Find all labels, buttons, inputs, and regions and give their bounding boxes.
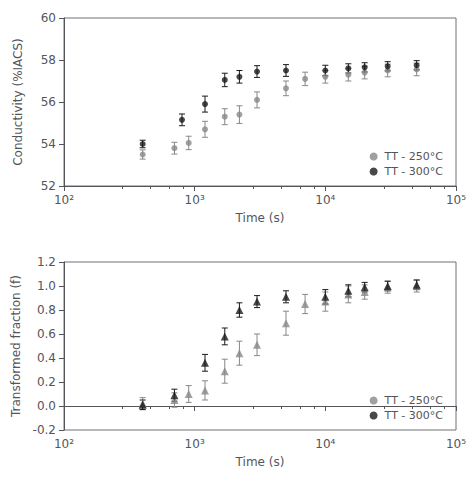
svg-text:10⁵: 10⁵ [446, 437, 466, 451]
svg-text:10³: 10³ [185, 437, 205, 451]
svg-text:56: 56 [41, 95, 56, 109]
svg-text:TT - 300°C: TT - 300°C [384, 409, 444, 422]
svg-text:0.6: 0.6 [37, 327, 56, 341]
svg-text:TT - 250°C: TT - 250°C [384, 150, 444, 163]
svg-text:10²: 10² [54, 193, 74, 207]
svg-text:0.4: 0.4 [37, 351, 56, 365]
svg-text:10⁴: 10⁴ [315, 437, 335, 451]
svg-text:-0.2: -0.2 [33, 423, 56, 437]
svg-text:Transformed fraction (f): Transformed fraction (f) [9, 275, 23, 418]
svg-text:10⁴: 10⁴ [315, 193, 335, 207]
svg-text:52: 52 [41, 179, 56, 193]
svg-text:TT - 250°C: TT - 250°C [384, 394, 444, 407]
svg-text:Time (s): Time (s) [235, 455, 285, 469]
svg-text:54: 54 [41, 137, 56, 151]
svg-text:10²: 10² [54, 437, 74, 451]
svg-text:0.0: 0.0 [37, 399, 56, 413]
svg-text:Conductivity (%IACS): Conductivity (%IACS) [11, 38, 25, 166]
svg-text:TT - 300°C: TT - 300°C [384, 165, 444, 178]
svg-text:58: 58 [41, 53, 56, 67]
svg-text:0.8: 0.8 [37, 303, 56, 317]
svg-text:Time (s): Time (s) [235, 211, 285, 225]
svg-text:10⁵: 10⁵ [446, 193, 466, 207]
svg-text:1.2: 1.2 [37, 255, 56, 269]
svg-text:0.2: 0.2 [37, 375, 56, 389]
svg-text:10³: 10³ [185, 193, 205, 207]
svg-text:60: 60 [41, 11, 56, 25]
svg-text:1.0: 1.0 [37, 279, 56, 293]
